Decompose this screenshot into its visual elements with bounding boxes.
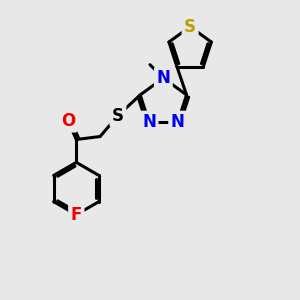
Text: N: N <box>171 113 184 131</box>
Text: O: O <box>61 112 75 130</box>
Text: N: N <box>156 69 170 87</box>
Text: S: S <box>112 107 124 125</box>
Text: N: N <box>142 113 156 131</box>
Text: F: F <box>70 206 82 224</box>
Text: S: S <box>184 18 196 36</box>
